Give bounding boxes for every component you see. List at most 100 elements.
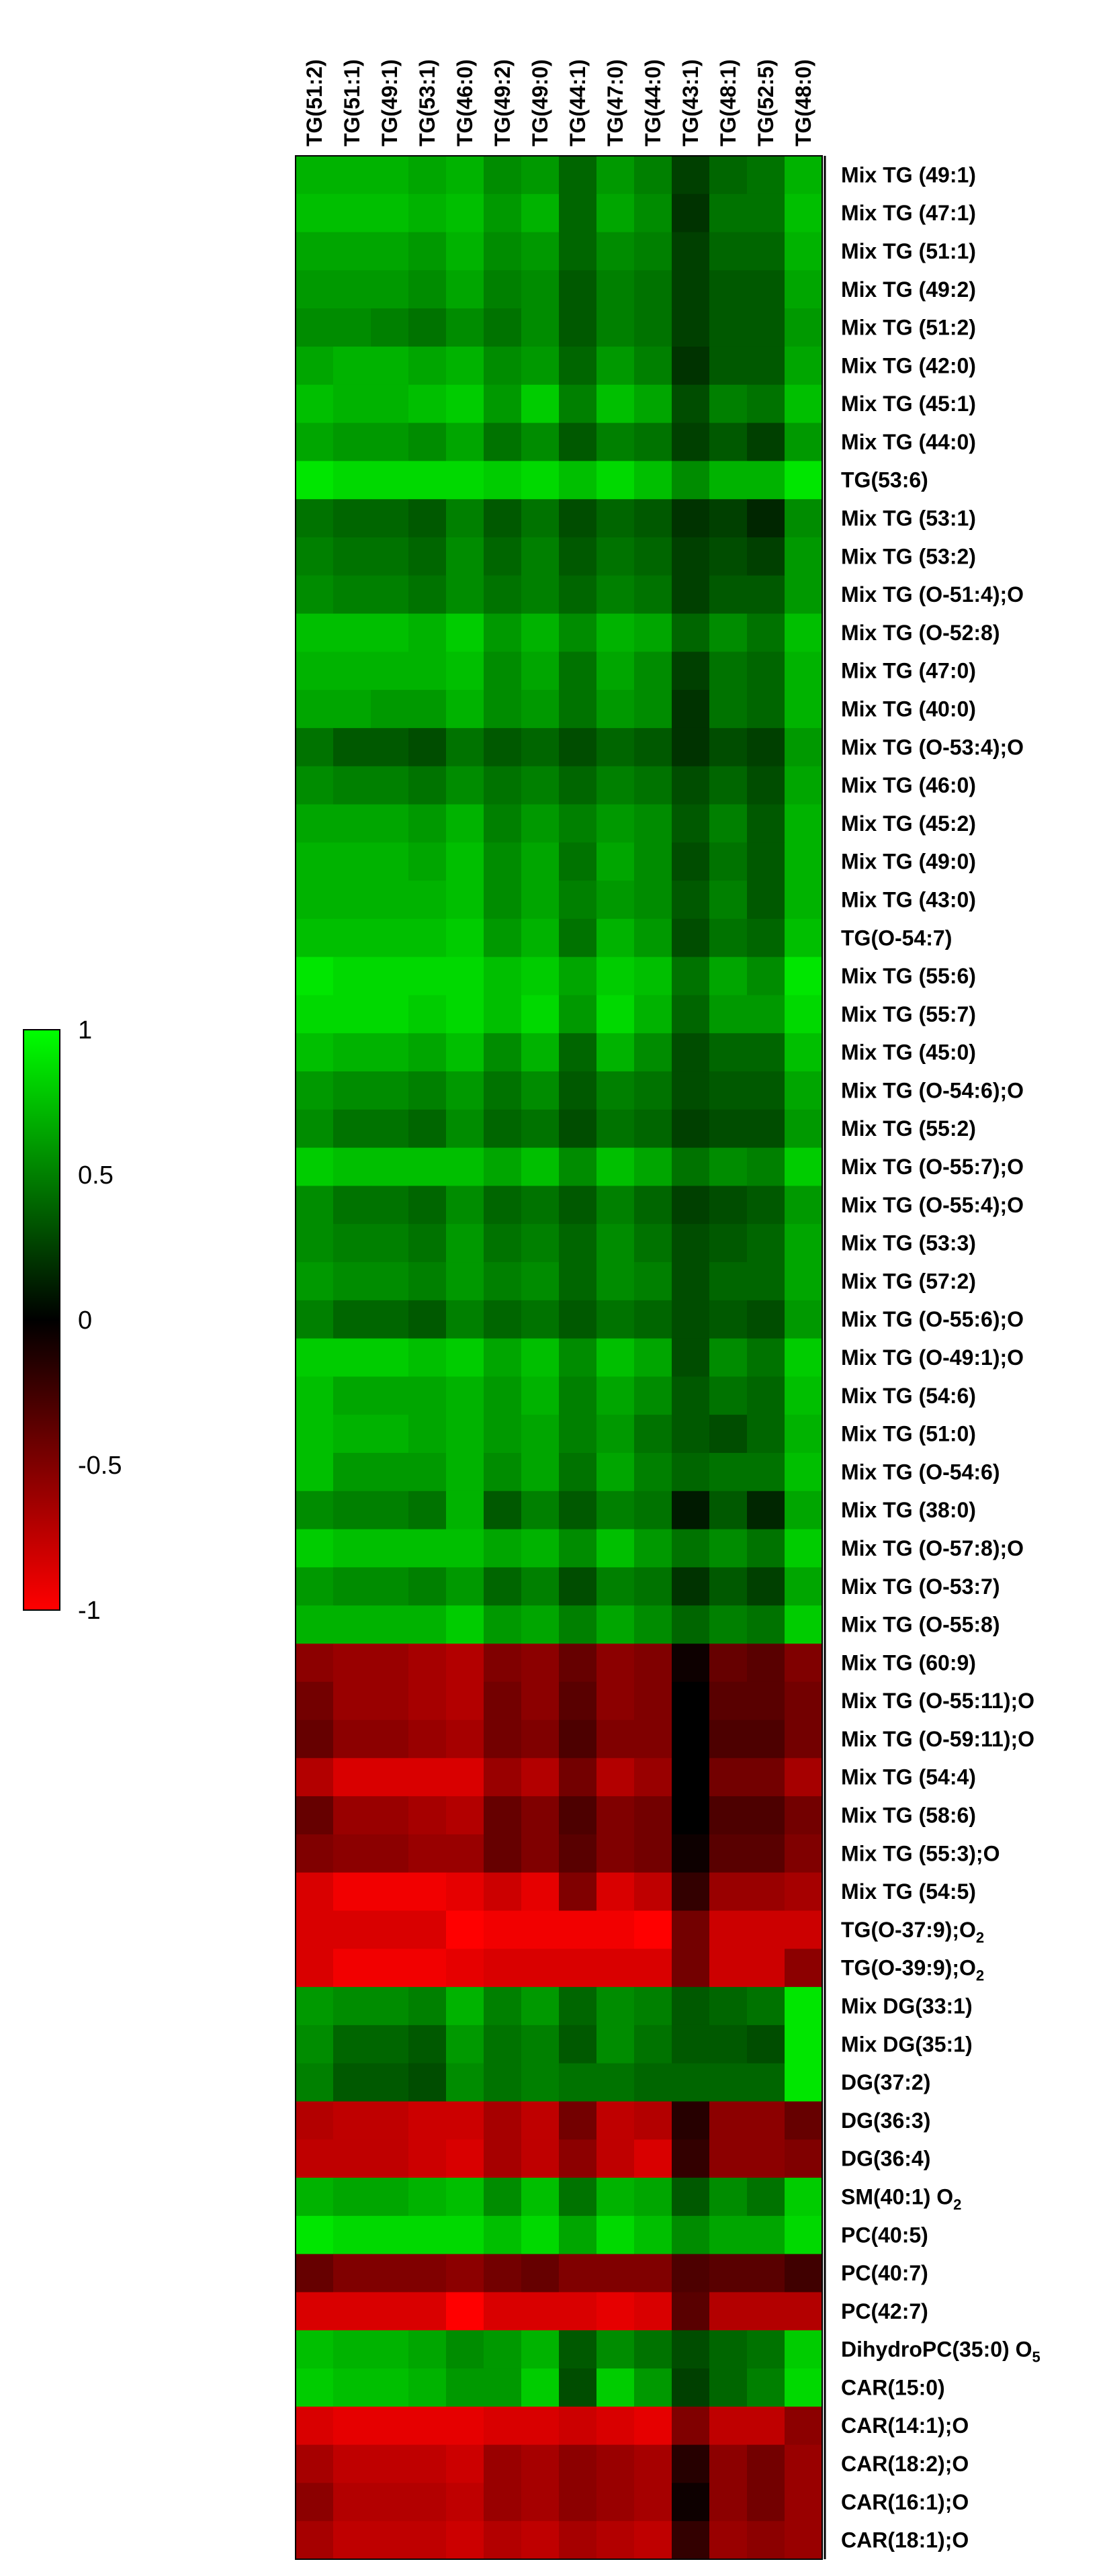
heatmap-cell <box>371 2025 409 2064</box>
heatmap-cell <box>371 613 409 652</box>
heatmap-cell <box>559 2063 597 2102</box>
heatmap-cell <box>559 1681 597 1721</box>
heatmap-cell <box>333 881 371 920</box>
heatmap-cell <box>709 499 748 538</box>
row-label: TG(O-37:9);O2 <box>841 1918 984 1946</box>
heatmap-cell <box>634 957 672 996</box>
heatmap-cell <box>672 193 710 233</box>
heatmap-cell <box>333 346 371 386</box>
heatmap-cell <box>296 537 334 576</box>
heatmap-cell <box>484 2025 522 2064</box>
heatmap-cell <box>709 193 748 233</box>
heatmap-cell <box>785 1949 823 1988</box>
heatmap-cell <box>484 881 522 920</box>
heatmap-cell <box>559 1109 597 1149</box>
heatmap-cell <box>408 1376 447 1415</box>
heatmap-cell <box>484 1415 522 1454</box>
heatmap-cell <box>484 1872 522 1912</box>
heatmap-cell <box>371 156 409 195</box>
heatmap-cell <box>408 1567 447 1606</box>
heatmap-cell <box>634 537 672 576</box>
column-label: TG(43:1) <box>678 59 703 146</box>
heatmap-cell <box>672 2254 710 2293</box>
heatmap-cell <box>521 918 560 958</box>
heatmap-cell <box>785 156 823 195</box>
heatmap-cell <box>672 1529 710 1568</box>
heatmap-cell <box>333 1224 371 1263</box>
heatmap-cell <box>521 2101 560 2140</box>
row-label: Mix TG (54:5) <box>841 1879 976 1904</box>
heatmap-cell <box>596 1910 635 1949</box>
heatmap-cell <box>785 1415 823 1454</box>
heatmap-cell <box>408 1643 447 1683</box>
heatmap-cell <box>559 1033 597 1072</box>
heatmap-cell <box>559 804 597 843</box>
heatmap-cell <box>296 2254 334 2293</box>
heatmap-cell <box>672 2101 710 2140</box>
row-label: Mix TG (O-55:11);O <box>841 1689 1034 1713</box>
heatmap-cell <box>747 461 785 500</box>
heatmap-cell <box>484 957 522 996</box>
heatmap-cell <box>484 1224 522 1263</box>
heatmap-cell <box>446 881 484 920</box>
heatmap-cell <box>634 1300 672 1339</box>
heatmap-cell <box>709 156 748 195</box>
heatmap-cell <box>446 193 484 233</box>
heatmap-cell <box>521 1643 560 1683</box>
heatmap-cell <box>333 1186 371 1225</box>
heatmap-cell <box>785 499 823 538</box>
heatmap-cell <box>559 2521 597 2560</box>
heatmap-cell <box>785 2292 823 2331</box>
heatmap-cell <box>709 1491 748 1530</box>
heatmap-cell <box>446 1300 484 1339</box>
heatmap-cell <box>371 1147 409 1187</box>
heatmap-cell <box>333 2254 371 2293</box>
heatmap-cell <box>634 766 672 805</box>
heatmap-cell <box>446 1796 484 1835</box>
heatmap-cell <box>408 1529 447 1568</box>
heatmap-cell <box>596 2101 635 2140</box>
heatmap-cell <box>747 881 785 920</box>
colorbar-tick-label: -0.5 <box>78 1452 122 1480</box>
row-label: Mix TG (58:6) <box>841 1804 976 1828</box>
heatmap-cell <box>371 1567 409 1606</box>
row-label: Mix DG(35:1) <box>841 2032 973 2056</box>
heatmap-cell <box>634 918 672 958</box>
heatmap-cell <box>596 1224 635 1263</box>
heatmap-cell <box>785 384 823 424</box>
heatmap-cell <box>747 2483 785 2522</box>
heatmap-cell <box>296 1567 334 1606</box>
heatmap-cell <box>484 1376 522 1415</box>
heatmap-cell <box>333 575 371 615</box>
heatmap-cell <box>484 918 522 958</box>
heatmap-cell <box>634 1262 672 1301</box>
heatmap-cell <box>559 881 597 920</box>
heatmap-cell <box>521 270 560 309</box>
heatmap-cell <box>596 842 635 881</box>
heatmap-cell <box>333 2368 371 2407</box>
heatmap-cell <box>296 2368 334 2407</box>
heatmap-cell <box>672 766 710 805</box>
heatmap-cell <box>484 1529 522 1568</box>
heatmap-cell <box>785 232 823 271</box>
heatmap-cell <box>596 804 635 843</box>
heatmap-cell <box>484 537 522 576</box>
heatmap-border <box>295 155 823 2560</box>
heatmap-cell <box>634 1949 672 1988</box>
heatmap-cell <box>333 2139 371 2178</box>
heatmap-cell <box>446 346 484 386</box>
heatmap-cell <box>672 2063 710 2102</box>
heatmap-cell <box>484 1300 522 1339</box>
heatmap-cell <box>296 193 334 233</box>
heatmap-cell <box>371 1643 409 1683</box>
heatmap-cell <box>747 537 785 576</box>
row-label: Mix TG (53:2) <box>841 544 976 568</box>
heatmap-cell <box>521 2292 560 2331</box>
heatmap-cell <box>634 1872 672 1912</box>
heatmap-cell <box>521 727 560 767</box>
heatmap-cell <box>747 384 785 424</box>
row-label: DihydroPC(35:0) O5 <box>841 2338 1040 2366</box>
heatmap-cell <box>371 1910 409 1949</box>
heatmap-cell <box>634 2292 672 2331</box>
heatmap-cell <box>521 957 560 996</box>
